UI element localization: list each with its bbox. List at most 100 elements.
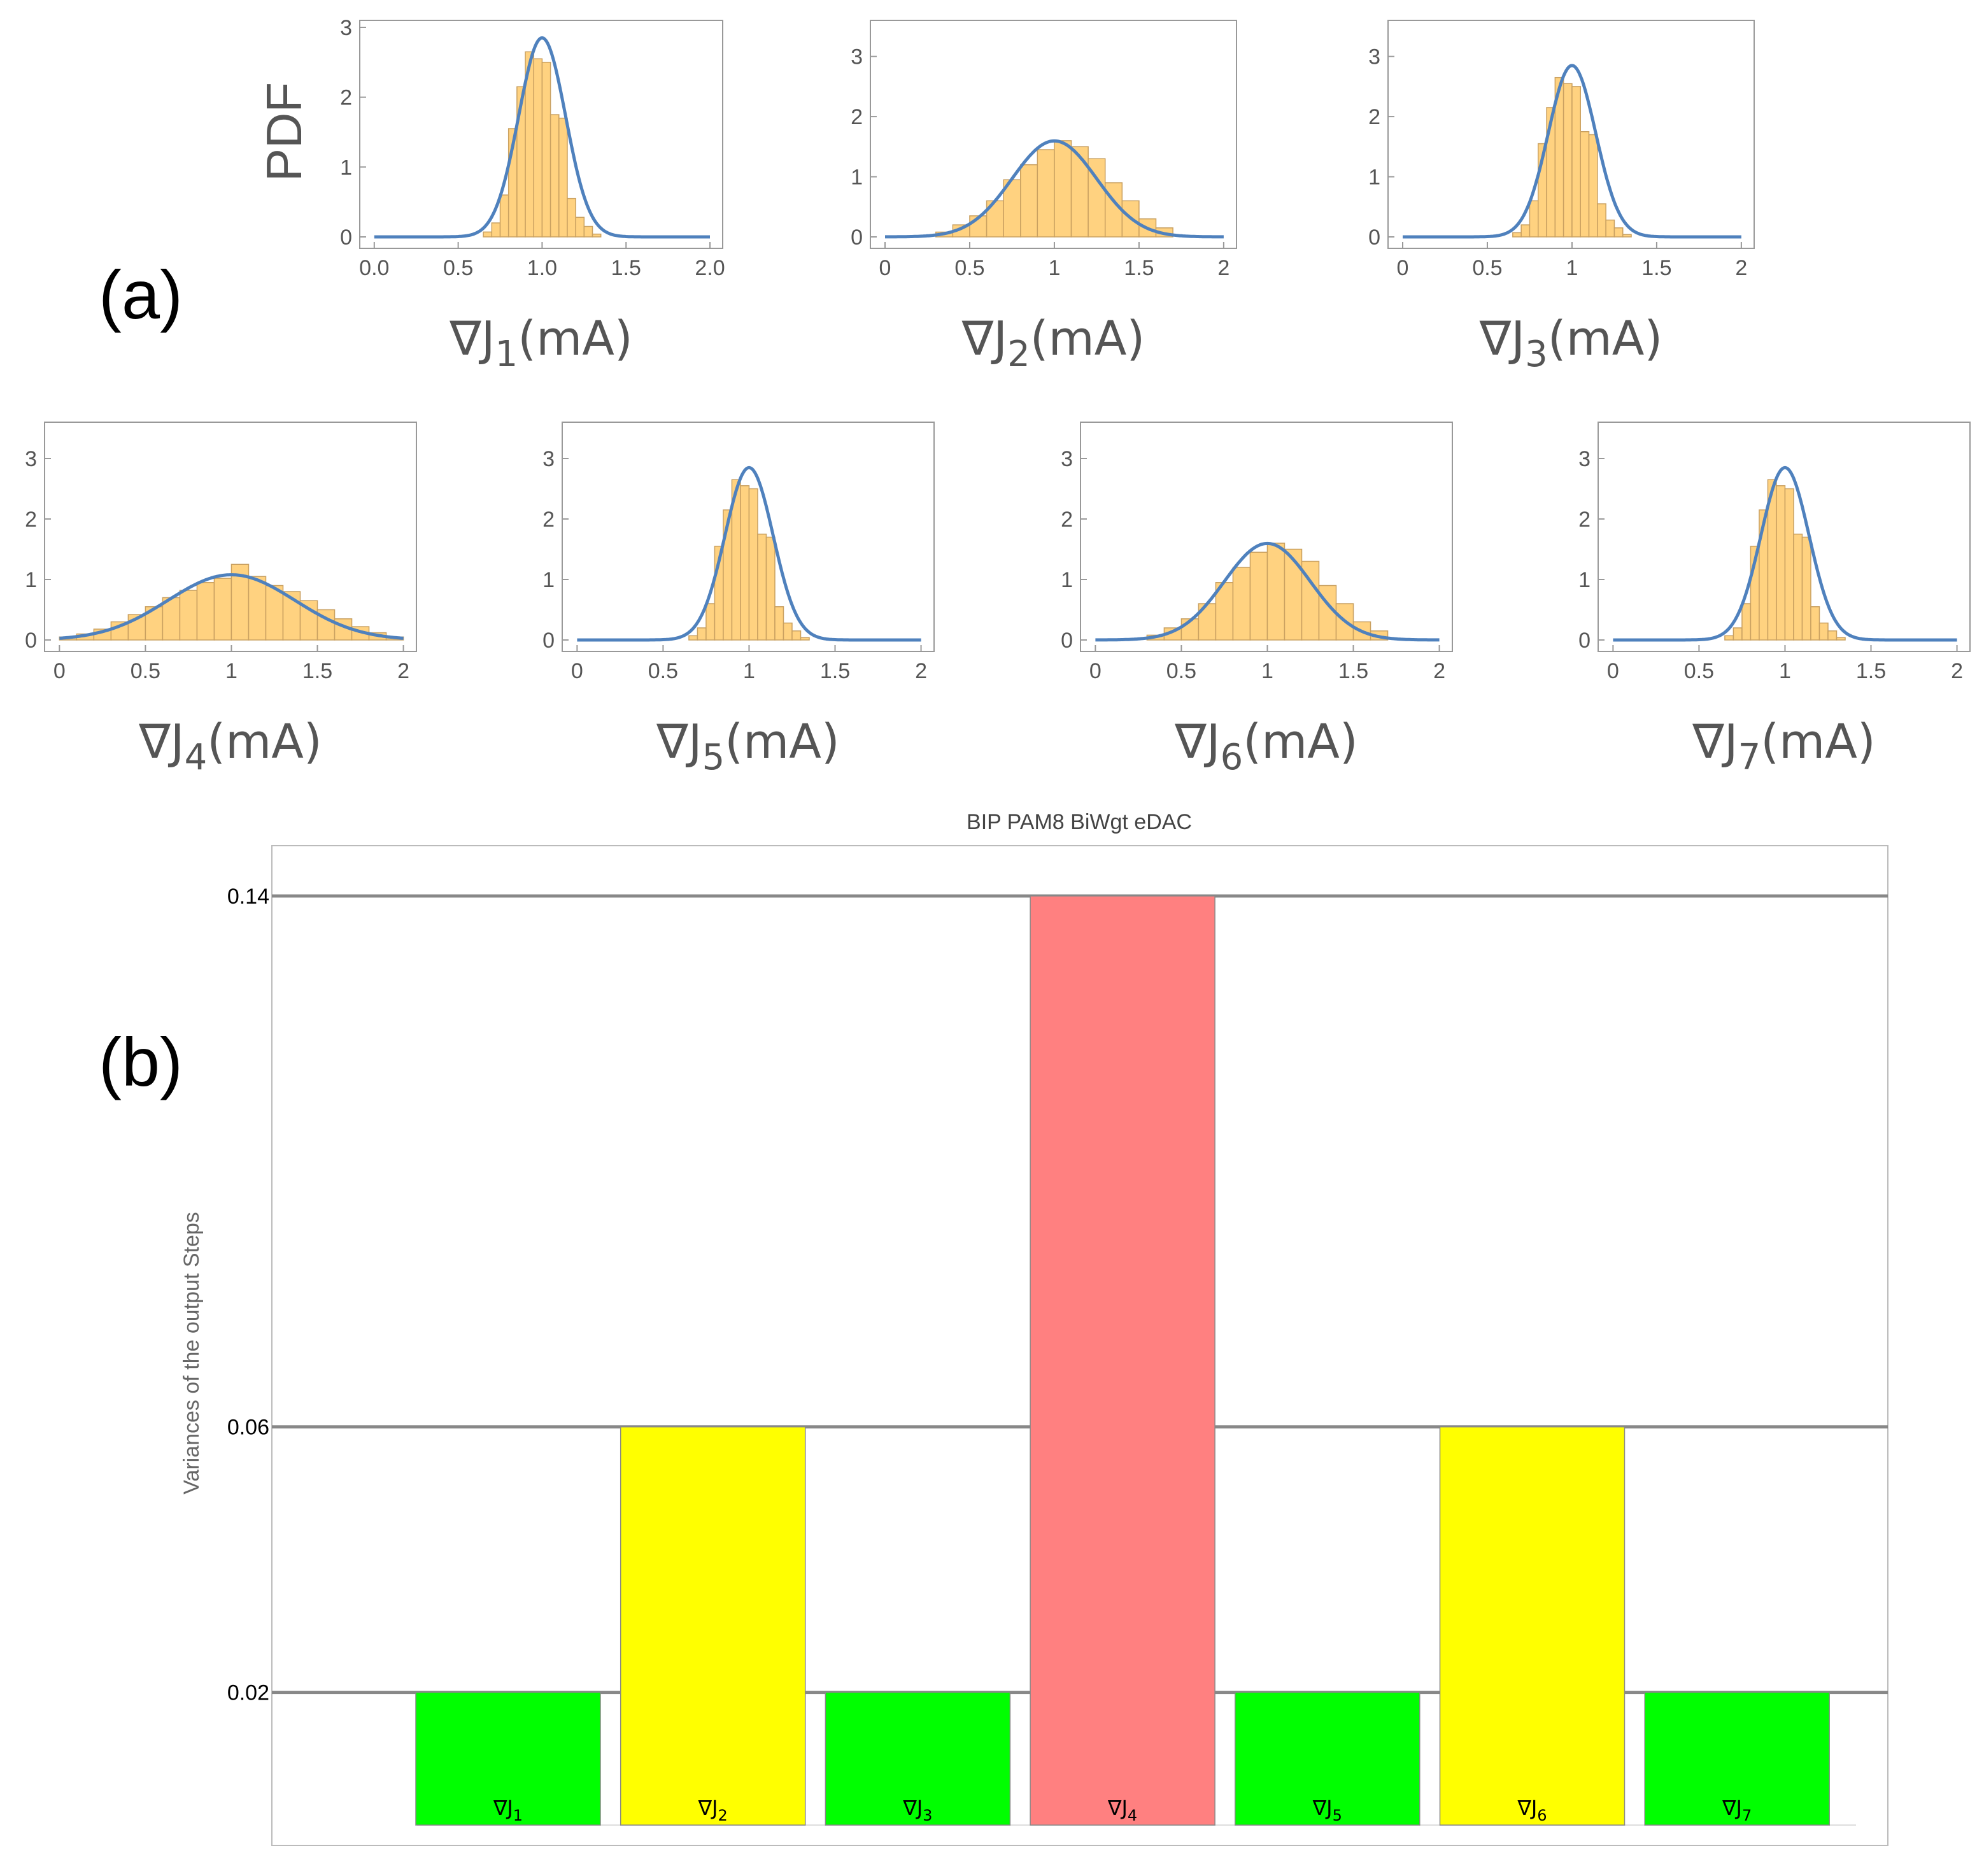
x-tick-label: 0 xyxy=(879,256,891,280)
y-tick-label: 0 xyxy=(1061,629,1073,653)
y-tick-label: 0 xyxy=(25,629,37,653)
histogram-bar xyxy=(1232,567,1251,641)
y-tick-label: 0.06 xyxy=(227,1416,269,1440)
bar-label-subscript: 1 xyxy=(513,1807,523,1824)
histogram-bar xyxy=(213,578,232,641)
histogram-bar xyxy=(705,603,716,641)
histogram-bar xyxy=(1724,635,1734,641)
y-tick-label: 0.02 xyxy=(227,1681,269,1705)
histogram-bar xyxy=(1070,146,1089,238)
x-axis-label: ∇J1(mA) xyxy=(449,311,632,375)
histogram-bar xyxy=(1784,488,1794,641)
plot-frame xyxy=(1387,20,1755,249)
x-axis-label-unit: (mA) xyxy=(1761,714,1875,769)
x-axis-label-unit: (mA) xyxy=(1548,311,1662,366)
histogram-bar xyxy=(1801,536,1811,641)
histogram-bar xyxy=(575,217,585,238)
y-tick-label: 2 xyxy=(1578,508,1591,532)
x-axis-label-base: ∇J xyxy=(1174,714,1220,769)
histogram-bar xyxy=(1520,224,1531,238)
x-tick-label: 0 xyxy=(1089,659,1102,683)
histogram-bar xyxy=(1605,219,1615,238)
y-tick-label: 3 xyxy=(851,45,863,69)
x-tick-label: 2 xyxy=(1217,256,1229,280)
histogram-bar xyxy=(1613,227,1624,238)
bar-chart-title: BIP PAM8 BiWgt eDAC xyxy=(967,810,1192,834)
x-axis-label: ∇J2(mA) xyxy=(961,311,1145,375)
y-tick-label: 3 xyxy=(1061,447,1073,471)
x-tick-label: 0.5 xyxy=(131,659,160,683)
histogram-bar xyxy=(1818,622,1829,641)
bar-1 xyxy=(415,1691,601,1826)
histogram-bar xyxy=(533,58,543,238)
y-tick-label: 3 xyxy=(542,447,555,471)
x-tick-label: 0 xyxy=(571,659,583,683)
histogram-bar xyxy=(1827,630,1838,641)
histogram-bar xyxy=(248,576,267,641)
histogram-bar xyxy=(1037,149,1055,238)
bar-label-base: ∇J xyxy=(1107,1796,1128,1820)
panel-label-a: (a) xyxy=(99,256,183,333)
bar-label-subscript: 6 xyxy=(1537,1807,1547,1824)
y-tick-label: 2 xyxy=(851,105,863,129)
bar-label-base: ∇J xyxy=(1517,1796,1537,1820)
y-tick-label: 2 xyxy=(25,508,37,532)
histogram-bar xyxy=(1836,637,1846,641)
x-axis-label-base: ∇J xyxy=(138,714,184,769)
bar-3 xyxy=(825,1691,1011,1826)
bar-label-subscript: 2 xyxy=(718,1807,727,1824)
histogram-bar xyxy=(1571,86,1581,238)
histogram-bar xyxy=(740,485,750,641)
normal-fit-curve xyxy=(59,573,404,640)
bar-6 xyxy=(1439,1426,1626,1826)
bar-label: ∇J6 xyxy=(1517,1796,1547,1824)
histogram-bar xyxy=(483,231,493,238)
y-tick-label: 2 xyxy=(340,86,352,110)
histogram-bar xyxy=(265,585,284,641)
x-axis-label-unit: (mA) xyxy=(518,311,632,366)
bar-label-subscript: 4 xyxy=(1128,1807,1137,1824)
y-tick-label: 2 xyxy=(1061,508,1073,532)
x-axis-label-unit: (mA) xyxy=(1243,714,1357,769)
histogram-bar xyxy=(567,197,576,238)
histogram-J5: 0 0.5 1 1.5 2 0 1 2 3 ∇J5(mA) xyxy=(542,422,935,778)
bar-label: ∇J4 xyxy=(1107,1796,1137,1824)
bar-chart-y-label: Variances of the output Steps xyxy=(180,1212,204,1495)
plot-frame xyxy=(44,422,417,652)
histogram-bar xyxy=(1741,603,1752,641)
variance-bar-chart: BIP PAM8 BiWgt eDAC Variances of the outp… xyxy=(180,810,1888,1846)
bar-7 xyxy=(1644,1691,1830,1826)
x-tick-label: 1.5 xyxy=(611,256,641,280)
bar-label-base: ∇J xyxy=(902,1796,923,1820)
x-tick-label: 2 xyxy=(1433,659,1445,683)
histogram-bar xyxy=(1512,232,1522,238)
bar-label-base: ∇J xyxy=(1312,1796,1333,1820)
x-axis-label: ∇J3(mA) xyxy=(1479,311,1662,375)
normal-fit-curve xyxy=(1613,465,1957,642)
x-tick-label: 0.5 xyxy=(954,256,984,280)
plot-frame xyxy=(562,422,935,652)
y-tick-label: 0 xyxy=(1578,629,1591,653)
x-tick-label: 2 xyxy=(915,659,927,683)
normal-fit-curve xyxy=(577,465,921,642)
x-tick-label: 1 xyxy=(1779,659,1791,683)
bar-chart-frame xyxy=(271,845,1888,1846)
plot-frame xyxy=(1598,422,1971,652)
normal-fit-curve xyxy=(1403,64,1741,239)
bar-label-subscript: 5 xyxy=(1333,1807,1342,1824)
y-tick-label: 3 xyxy=(1578,447,1591,471)
x-tick-label: 0.5 xyxy=(1472,256,1502,280)
x-axis-label-subscript: 1 xyxy=(495,334,518,375)
histogram-J4: 0 0.5 1 1.5 2 0 1 2 3 ∇J4(mA) xyxy=(25,422,417,778)
histogram-bar xyxy=(1580,131,1590,238)
x-tick-label: 1.5 xyxy=(1338,659,1368,683)
x-tick-label: 1.5 xyxy=(1641,256,1671,280)
histogram-bar xyxy=(499,194,509,238)
x-axis-label-base: ∇J xyxy=(656,714,702,769)
x-tick-label: 1 xyxy=(1261,659,1273,683)
y-tick-label: 0 xyxy=(851,225,863,250)
x-axis-label-base: ∇J xyxy=(1479,311,1525,366)
